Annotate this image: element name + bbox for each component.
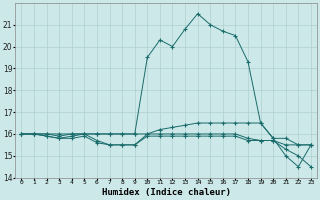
X-axis label: Humidex (Indice chaleur): Humidex (Indice chaleur) <box>102 188 231 197</box>
